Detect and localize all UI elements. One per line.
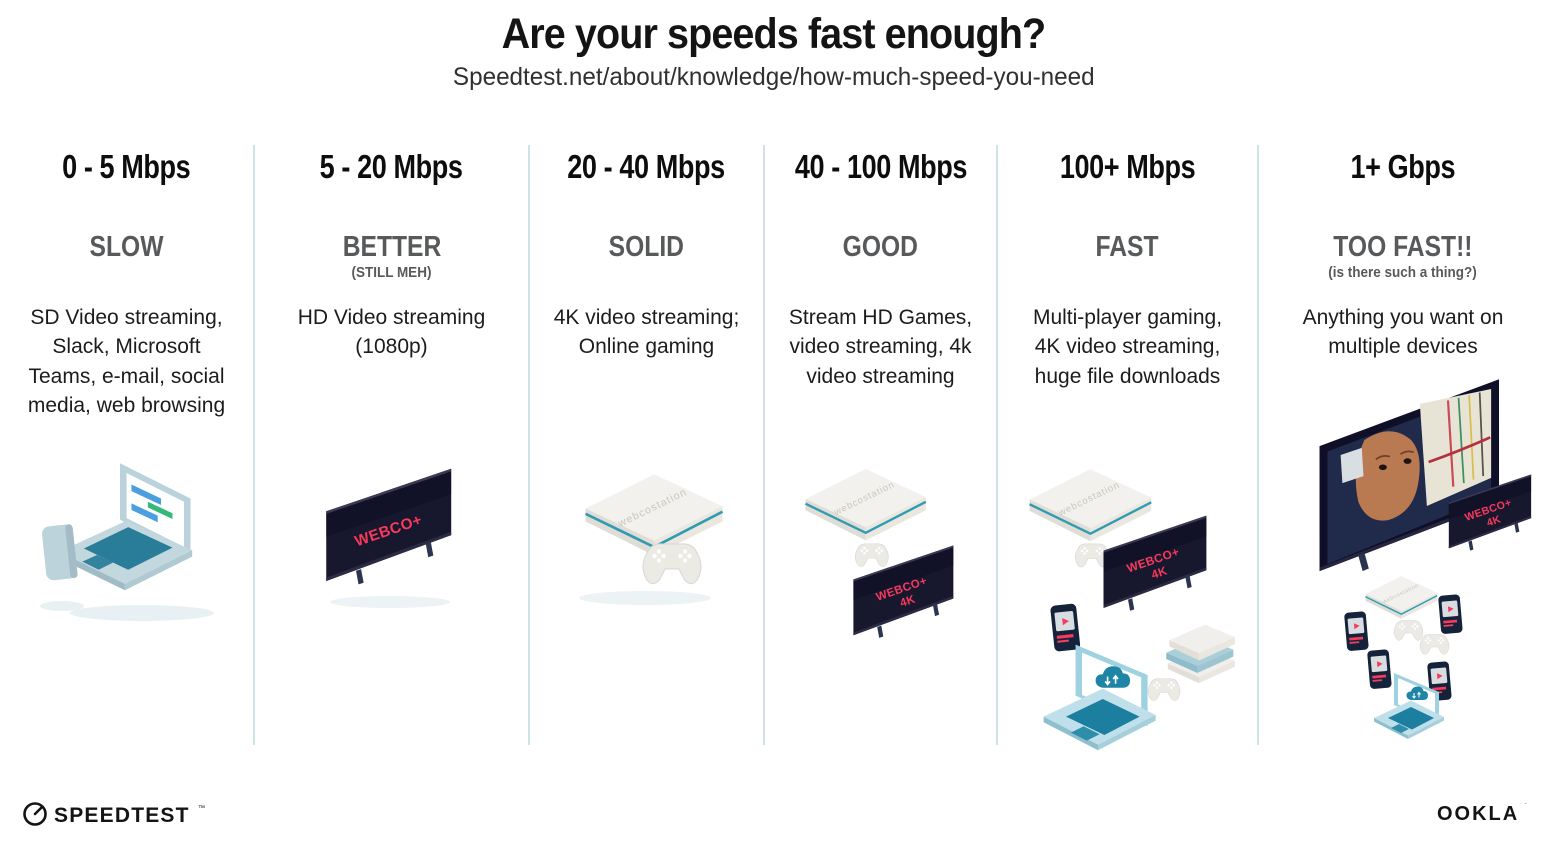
use-case-description: HD Video streaming (1080p) <box>297 306 486 359</box>
speed-columns: 0 - 5 Mbps SLOW SD Video streaming, Slac… <box>0 145 1547 752</box>
speed-range: 5 - 20 Mbps <box>320 148 463 185</box>
header: Are your speeds fast enough? Speedtest.n… <box>0 0 1547 92</box>
speedtest-logo: SPEEDTEST ™ <box>20 798 210 835</box>
trademark-symbol: ™ <box>198 805 205 812</box>
rating-note <box>530 263 763 283</box>
movie-tv-and-many-devices-icon: WEBCO+ 4K webcostation <box>1319 379 1532 740</box>
page-title: Are your speeds fast enough? <box>501 10 1046 58</box>
speed-range: 40 - 100 Mbps <box>794 148 967 185</box>
rating-label: TOO FAST!! <box>1333 231 1473 263</box>
ookla-logo: OOKLA ´ <box>1435 800 1531 831</box>
speed-range: 20 - 40 Mbps <box>567 148 726 185</box>
use-case-description: Multi-player gaming, 4K video streaming,… <box>1032 306 1223 388</box>
page-subtitle: Speedtest.net/about/knowledge/how-much-s… <box>452 63 1095 91</box>
speed-range: 100+ Mbps <box>1059 148 1196 185</box>
speedtest-gauge-icon <box>23 802 47 826</box>
column-0-5-mbps: 0 - 5 Mbps SLOW SD Video streaming, Slac… <box>0 145 255 745</box>
column-5-20-mbps: 5 - 20 Mbps BETTER (STILL MEH) HD Video … <box>255 145 530 745</box>
use-case-description: SD Video streaming, Slack, Microsoft Tea… <box>27 306 226 418</box>
use-case-description: 4K video streaming; Online gaming <box>553 306 740 359</box>
speed-range: 1+ Gbps <box>1350 148 1456 185</box>
console-tv-phone-laptop-icon: webcostation WEBCO+ 4K <box>1027 467 1235 752</box>
rating-note <box>0 263 253 283</box>
game-console-icon: webcostation <box>578 472 724 605</box>
movie-tv-icon <box>1319 379 1500 572</box>
speed-range: 0 - 5 Mbps <box>62 148 191 185</box>
console-and-4k-tv-icon: webcostation WEBCO+ 4K <box>803 467 953 638</box>
rating-label: FAST <box>1095 231 1160 263</box>
rating-label: SLOW <box>89 231 164 263</box>
rating-note <box>998 263 1257 283</box>
column-20-40-mbps: 20 - 40 Mbps SOLID 4K video streaming; O… <box>530 145 765 745</box>
column-1-plus-gbps: 1+ Gbps TOO FAST!! (is there such a thin… <box>1259 145 1547 745</box>
column-40-100-mbps: 40 - 100 Mbps GOOD Stream HD Games, vide… <box>765 145 998 745</box>
use-case-description: Stream HD Games, video streaming, 4k vid… <box>788 306 973 388</box>
ookla-wordmark: OOKLA <box>1437 803 1519 825</box>
rating-note: (STILL MEH) <box>351 264 432 281</box>
rating-label: SOLID <box>608 231 685 263</box>
rating-note <box>765 263 996 283</box>
rating-note: (is there such a thing?) <box>1328 264 1478 281</box>
trademark-symbol: ´ <box>1525 804 1527 810</box>
use-case-description: Anything you want on multiple devices <box>1302 306 1504 359</box>
rating-label: BETTER <box>342 231 441 263</box>
column-100-plus-mbps: 100+ Mbps FAST Multi-player gaming, 4K v… <box>998 145 1259 752</box>
laptop-and-phone-icon <box>39 463 214 621</box>
rating-label: GOOD <box>842 231 919 263</box>
speedtest-wordmark: SPEEDTEST <box>54 804 190 827</box>
tv-icon: WEBCO+ <box>325 468 451 608</box>
